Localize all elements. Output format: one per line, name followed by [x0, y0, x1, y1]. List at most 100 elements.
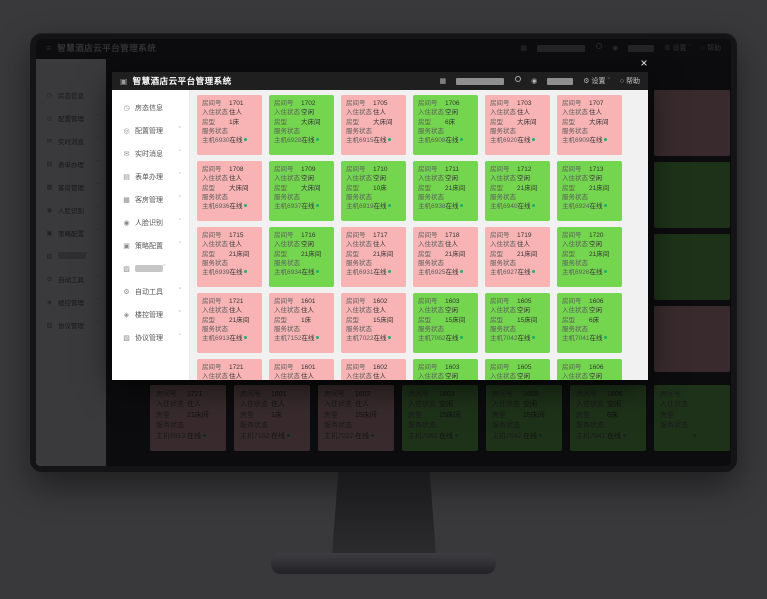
occupancy-label: 入住状态 — [490, 109, 516, 117]
occupancy-label: 入住状态 — [202, 373, 228, 380]
room-number: 1606 — [589, 298, 604, 305]
sidebar-item-label: 楼控管理 — [135, 311, 163, 319]
service-status-value — [301, 259, 330, 268]
sidebar-item-label: 自动工具 — [135, 288, 163, 296]
hotel-icon: ▦ — [439, 78, 447, 85]
sidebar-item-icon: ▣ — [123, 242, 130, 250]
sidebar-item[interactable]: ◉ 人脸识别 ˇ — [112, 211, 189, 234]
room-type-value: 大床间 — [517, 118, 537, 126]
window-body: ◷ 房态信息 ◎ 配置管理 ˇ ✉ 实时消息 ˇ — [112, 90, 648, 380]
window-title: 智慧酒店云平台管理系统 — [132, 76, 232, 86]
host-label: 主机6938 — [418, 203, 446, 211]
online-dot — [604, 204, 608, 208]
sidebar-item[interactable]: ✉ 实时消息 ˇ — [112, 142, 189, 165]
occupancy-label: 入住状态 — [418, 175, 444, 183]
online-dot — [532, 336, 536, 340]
online-dot — [316, 138, 320, 142]
sidebar-item[interactable]: ⚙ 自动工具 ˇ — [112, 280, 189, 303]
online-dot — [532, 138, 536, 142]
monitor-stand-neck — [332, 472, 436, 555]
sidebar-item[interactable]: ▣ 策略配置 ˇ — [112, 234, 189, 257]
room-card[interactable]: 房间号 1705 入住状态 住人 房型 大床间 服务状态 主机6915 在线 — [341, 95, 406, 155]
room-card[interactable]: 房间号 1707 入住状态 住人 房型 大床间 服务状态 主机6909 在线 — [557, 95, 622, 155]
chevron-down-icon: ˇ — [178, 311, 181, 318]
room-card[interactable]: 房间号 1703 入住状态 住人 房型 大床间 服务状态 主机6920 在线 — [485, 95, 550, 155]
room-number-label: 房间号 — [346, 298, 366, 305]
host-status: 在线 — [301, 136, 330, 145]
room-card[interactable]: 房间号 1708 入住状态 住人 房型 大床间 服务状态 主机6936 在线 — [197, 161, 262, 221]
online-text: 在线 — [517, 269, 531, 277]
room-card[interactable]: 房间号 1715 入住状态 住人 房型 21床间 服务状态 主机6939 在线 — [197, 227, 262, 287]
room-card[interactable]: 房间号 1710 入住状态 空闲 房型 10床 服务状态 主机6919 在线 — [341, 161, 406, 221]
room-card[interactable]: 房间号 1712 入住状态 空闲 房型 21床间 服务状态 主机6940 在线 — [485, 161, 550, 221]
room-card[interactable]: 房间号 1720 入住状态 空闲 房型 21床间 服务状态 主机6926 在线 — [557, 227, 622, 287]
room-card[interactable]: 房间号 1719 入住状态 住人 房型 21床间 服务状态 主机6927 在线 — [485, 227, 550, 287]
host-label: 主机6908 — [418, 137, 446, 145]
occupancy-value: 住人 — [445, 241, 458, 249]
host-label: 主机6937 — [274, 203, 302, 211]
room-card[interactable]: 房间号 1717 入住状态 住人 房型 21床间 服务状态 主机6931 在线 — [341, 227, 406, 287]
room-type-value: 21床间 — [229, 250, 250, 258]
sidebar-item[interactable]: ◷ 房态信息 — [112, 96, 189, 119]
online-dot — [460, 336, 464, 340]
room-number: 1602 — [373, 364, 388, 371]
room-number-label: 房间号 — [490, 364, 510, 371]
service-status-label: 服务状态 — [418, 193, 444, 201]
sidebar-item[interactable]: ▤ 表单办理 ˇ — [112, 165, 189, 188]
sidebar-item-label: 房态信息 — [135, 104, 163, 112]
settings-menu[interactable]: ⚙ 设置 ˇ — [583, 76, 610, 86]
close-button[interactable]: × — [640, 56, 648, 70]
room-type-value: 大床间 — [301, 184, 321, 192]
settings-label: 设置 — [591, 78, 606, 85]
occupancy-value: 空闲 — [589, 307, 602, 315]
room-type-label: 房型 — [562, 250, 575, 258]
room-card[interactable]: 房间号 1718 入住状态 住人 房型 21床间 服务状态 主机6925 在线 — [413, 227, 478, 287]
room-type-label: 房型 — [274, 118, 287, 126]
sidebar-item[interactable]: ▦ 客房管理 ˇ — [112, 188, 189, 211]
occupancy-value: 空闲 — [589, 175, 602, 183]
room-type-label: 房型 — [562, 184, 575, 192]
room-number: 1717 — [373, 232, 388, 239]
host-status: 在线 — [589, 136, 618, 145]
host-label: 主机6924 — [562, 203, 590, 211]
service-status-label: 服务状态 — [346, 259, 372, 267]
room-card[interactable]: 房间号 1702 入住状态 空闲 房型 大床间 服务状态 主机6928 在线 — [269, 95, 334, 155]
sidebar-item[interactable]: ◈ 楼控管理 ˇ — [112, 303, 189, 326]
sidebar-item[interactable]: ▨ ˇ — [112, 257, 189, 280]
room-card[interactable]: 房间号 1701 入住状态 住人 房型 1床 服务状态 主机6930 在线 — [197, 95, 262, 155]
blurred-user-name — [547, 77, 574, 85]
room-type-value: 15床间 — [445, 316, 466, 324]
room-card[interactable]: 房间号 1706 入住状态 空闲 房型 6床 服务状态 主机6908 在线 — [413, 95, 478, 155]
online-dot — [316, 204, 320, 208]
help-menu[interactable]: ○ 帮助 — [620, 76, 640, 86]
host-label: 主机6940 — [490, 203, 518, 211]
host-status: 在线 — [301, 334, 330, 343]
window-header: ▣ 智慧酒店云平台管理系统 ▦ ◉ ⚙ 设置 ˇ — [112, 72, 648, 90]
online-text: 在线 — [229, 203, 243, 211]
occupancy-value: 空闲 — [517, 175, 530, 183]
room-type-label: 房型 — [418, 118, 431, 126]
room-card[interactable]: 房间号 1711 入住状态 空闲 房型 21床间 服务状态 主机6938 在线 — [413, 161, 478, 221]
sidebar-item[interactable]: ▧ 协议管理 ˇ — [112, 326, 189, 349]
online-dot — [532, 270, 536, 274]
room-card[interactable]: 房间号 1709 入住状态 空闲 房型 大床间 服务状态 主机6937 在线 — [269, 161, 334, 221]
sidebar-item[interactable]: ◎ 配置管理 ˇ — [112, 119, 189, 142]
room-type-label: 房型 — [490, 316, 503, 324]
sidebar-item-icon: ▦ — [123, 196, 130, 204]
host-status: 在线 — [517, 334, 546, 343]
room-card[interactable]: 房间号 1716 入住状态 空闲 房型 21床间 服务状态 主机6934 在线 — [269, 227, 334, 287]
room-number: 1719 — [517, 232, 532, 239]
room-card[interactable]: 房间号 1713 入住状态 空闲 房型 21床间 服务状态 主机6924 在线 — [557, 161, 622, 221]
